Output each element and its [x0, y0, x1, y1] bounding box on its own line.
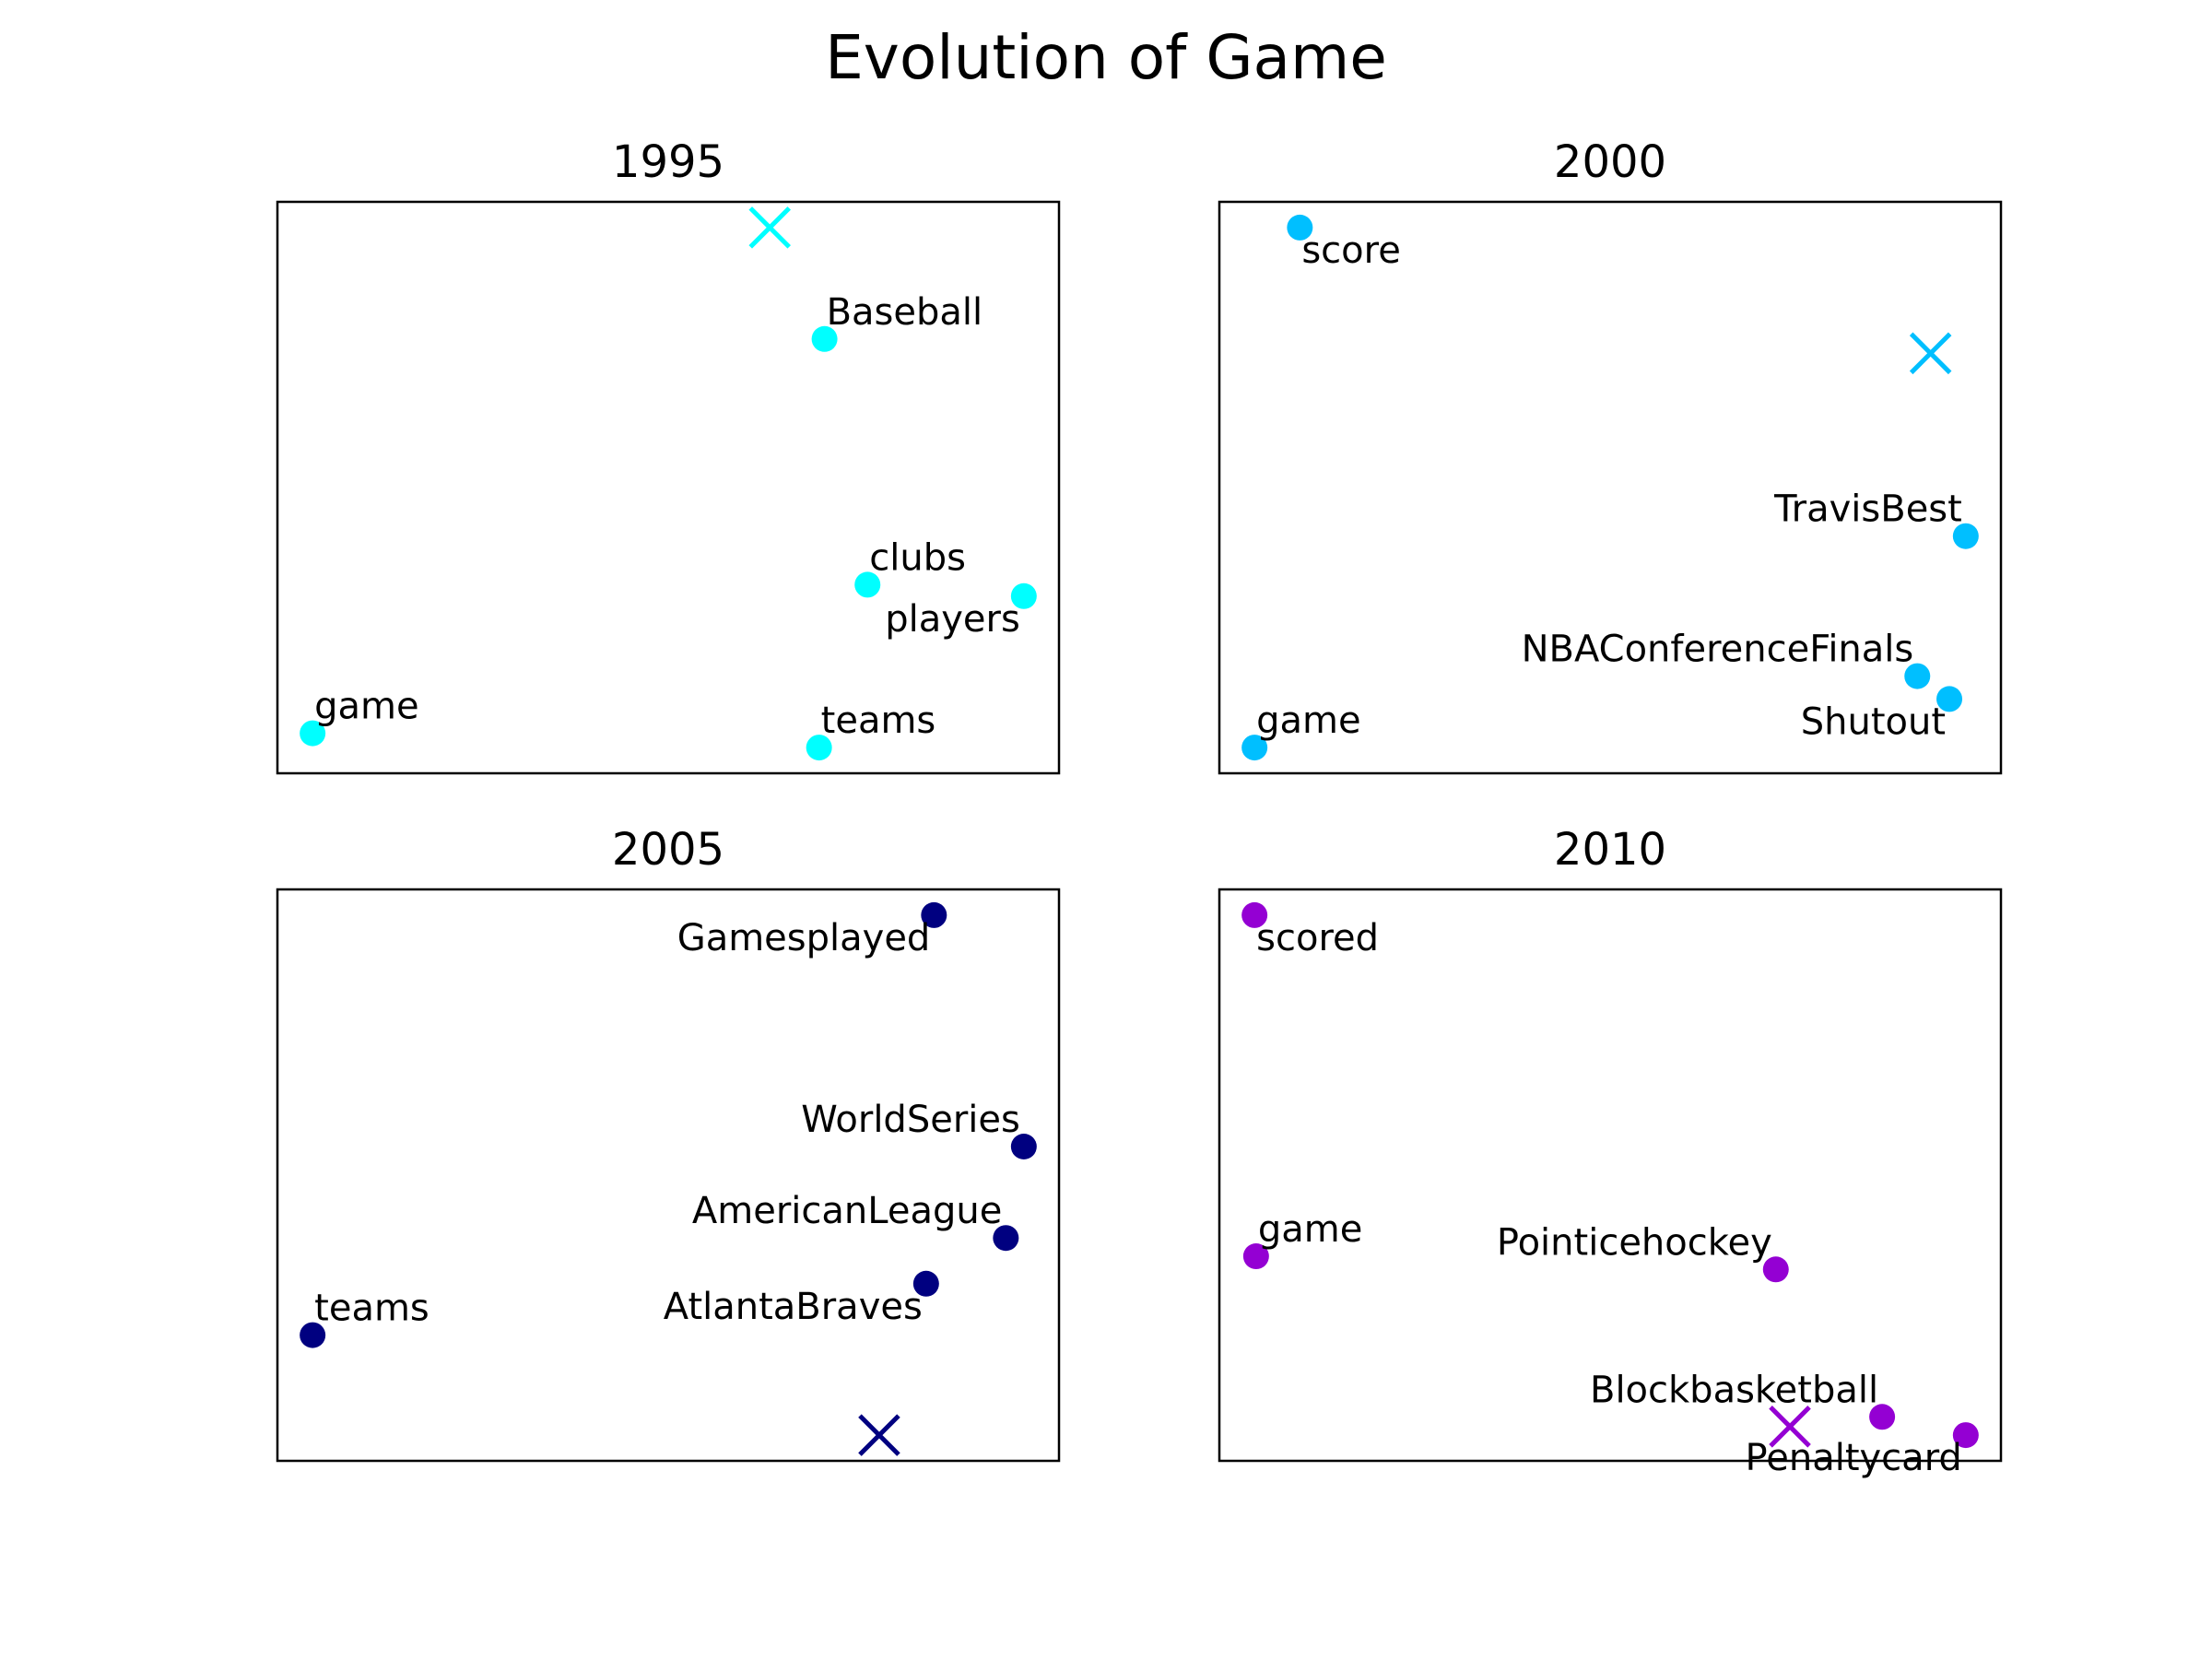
point-label: WorldSeries — [801, 1099, 1020, 1141]
subplot-title: 2005 — [611, 824, 725, 876]
subplot-1995: 1995 game teams clubs players Baseball — [276, 129, 1061, 775]
plot-area: scored game Pointicehockey Blockbasketball P… — [1218, 888, 2003, 1479]
figure-title: Evolution of Game — [825, 22, 1387, 93]
x-marker — [858, 1414, 900, 1456]
point-label: Shutout — [1801, 700, 1946, 743]
plot-area: teams AtlantaBraves AmericanLeague WorldSer… — [276, 888, 1061, 1463]
x-marker — [748, 206, 792, 249]
data-point — [1936, 686, 1963, 712]
data-point — [1241, 735, 1268, 761]
point-label: Blockbasketball — [1590, 1369, 1878, 1411]
point-label: score — [1301, 229, 1400, 272]
data-point — [1904, 663, 1931, 689]
point-label: players — [885, 598, 1020, 641]
data-point — [1010, 1134, 1037, 1159]
subplot-2010: 2010 scored game Pointicehockey Blockbasket… — [1218, 817, 2003, 1479]
data-point — [1952, 1422, 1979, 1449]
subplot-title: 2010 — [1553, 824, 1667, 876]
subplot-2005: 2005 teams AtlantaBraves AmericanLeague Wor… — [276, 817, 1061, 1463]
subplot-2000: 2000 game score TravisBest NBAConferenceFin… — [1218, 129, 2003, 775]
data-point — [993, 1225, 1019, 1252]
point-label: AmericanLeague — [692, 1190, 1002, 1232]
point-label: NBAConferenceFinals — [1522, 629, 1914, 671]
data-point — [806, 735, 832, 761]
data-point — [811, 325, 838, 352]
point-label: game — [1256, 700, 1360, 742]
data-point — [921, 901, 947, 928]
point-label: Penaltycard — [1746, 1437, 1962, 1479]
point-label: clubs — [869, 536, 966, 579]
point-label: Pointicehockey — [1497, 1221, 1772, 1264]
subplot-title: 2000 — [1553, 136, 1667, 188]
data-point — [1287, 214, 1313, 241]
subplot-title: 1995 — [611, 136, 725, 188]
data-point — [854, 571, 881, 598]
data-point — [1869, 1404, 1896, 1430]
data-point — [300, 1322, 326, 1348]
data-point — [912, 1270, 939, 1297]
data-point — [300, 720, 326, 747]
axes-frame — [1218, 200, 2003, 775]
plot-area: game teams clubs players Baseball — [276, 200, 1061, 775]
point-label: teams — [821, 700, 936, 742]
plot-area: game score TravisBest NBAConferenceFinals Sh… — [1218, 200, 2003, 775]
axes-frame — [1218, 888, 2003, 1463]
data-point — [1762, 1256, 1789, 1283]
point-label: AtlantaBraves — [664, 1286, 923, 1328]
point-label: TravisBest — [1773, 488, 1962, 531]
axes-frame — [276, 888, 1061, 1463]
point-label: Baseball — [827, 291, 983, 334]
data-point — [1242, 1243, 1269, 1270]
point-label: Gamesplayed — [677, 917, 931, 959]
x-marker — [1909, 332, 1952, 375]
point-label: game — [1258, 1208, 1362, 1251]
point-label: teams — [314, 1288, 429, 1330]
data-point — [1010, 582, 1037, 609]
data-point — [1241, 901, 1268, 928]
x-marker — [1769, 1406, 1811, 1448]
axes-frame — [276, 200, 1061, 775]
point-label: scored — [1256, 917, 1379, 959]
point-label: game — [314, 686, 418, 728]
data-point — [1952, 523, 1979, 549]
